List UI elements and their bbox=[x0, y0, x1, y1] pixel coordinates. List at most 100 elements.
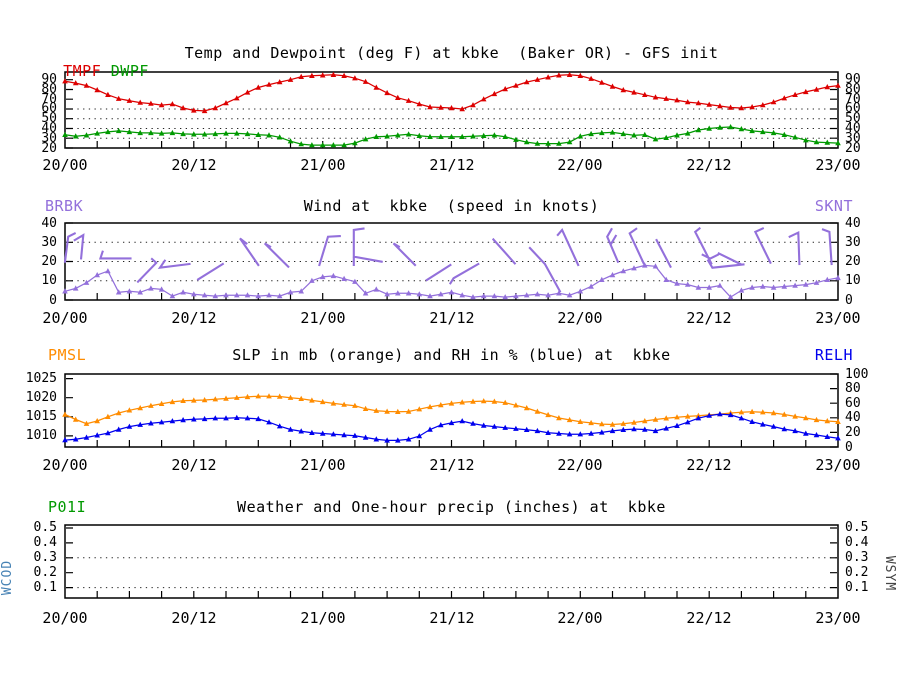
relh-line bbox=[64, 413, 839, 442]
panel1-y-left-label: 80 bbox=[41, 82, 57, 97]
panel1-y-right-label: 60 bbox=[845, 101, 861, 116]
panel3-x-label: 22/12 bbox=[686, 456, 732, 474]
panel1-title: Temp and Dewpoint (deg F) at kbke (Baker… bbox=[184, 44, 719, 62]
panel2-y-right-label: 10 bbox=[845, 273, 861, 288]
panel3-x-label: 20/00 bbox=[42, 456, 88, 474]
panel1-y-left-label: 50 bbox=[41, 111, 57, 126]
panel1-legend: TMPF DWPF bbox=[25, 44, 149, 98]
panel2-y-right-ticks bbox=[830, 222, 837, 301]
panel2-gridlines bbox=[66, 241, 837, 282]
legend-tmpf: TMPF bbox=[63, 62, 102, 80]
panel2-y-left-ticks bbox=[66, 222, 73, 301]
panel4-y-left-label: 0.1 bbox=[33, 580, 57, 595]
panel4-x-label: 20/00 bbox=[42, 609, 88, 627]
panel1-y-left-label: 70 bbox=[41, 92, 57, 107]
panel4-y-left-label: 0.3 bbox=[33, 550, 57, 565]
legend-relh: RELH bbox=[814, 346, 853, 364]
panel4-y-right-ticks bbox=[830, 527, 837, 589]
panel1-y-right-label: 40 bbox=[845, 121, 861, 136]
panel4-x-label: 21/12 bbox=[429, 609, 475, 627]
panel2-y-left-label: 40 bbox=[41, 216, 57, 231]
panel2-y-left-label: 0 bbox=[49, 293, 57, 308]
panel2-x-label: 22/00 bbox=[557, 309, 603, 327]
panel2-y-left-label: 30 bbox=[41, 235, 57, 250]
legend-dwpf: DWPF bbox=[110, 62, 149, 80]
panel4-y-right-label: 0.5 bbox=[845, 520, 869, 535]
legend-sknt: SKNT bbox=[814, 197, 853, 215]
panel1-y-right-label: 20 bbox=[845, 141, 861, 156]
dwpf-markers bbox=[62, 124, 841, 148]
panel4-border bbox=[64, 524, 839, 599]
panel4-y-right-label: 0.2 bbox=[845, 565, 869, 580]
panel2-x-label: 21/12 bbox=[429, 309, 475, 327]
panel3-y-left-label: 1025 bbox=[25, 371, 57, 386]
panel4-y-left-label: 0.5 bbox=[33, 520, 57, 535]
panel2-x-label: 23/00 bbox=[815, 309, 861, 327]
panel2-x-label: 22/12 bbox=[686, 309, 732, 327]
relh-markers bbox=[62, 411, 841, 443]
panel1-x-label: 21/00 bbox=[300, 156, 346, 174]
panel1-y-left-label: 60 bbox=[41, 101, 57, 116]
panel1-x-label: 20/00 bbox=[42, 156, 88, 174]
panel1-x-label: 23/00 bbox=[815, 156, 861, 174]
panel4-x-label: 22/00 bbox=[557, 609, 603, 627]
panel1-y-right-label: 90 bbox=[845, 72, 861, 87]
panel3-y-right-label: 20 bbox=[845, 425, 861, 440]
panel1-y-left-label: 40 bbox=[41, 121, 57, 136]
panel4-x-label: 21/00 bbox=[300, 609, 346, 627]
panel3-y-right-label: 0 bbox=[845, 440, 853, 455]
wsym-axis-label: WSYM bbox=[882, 555, 898, 592]
wind-barbs bbox=[63, 226, 833, 293]
panel2-title: Wind at kbke (speed in knots) bbox=[303, 197, 600, 215]
panel1-y-left-label: 90 bbox=[41, 72, 57, 87]
panel3-x-ticks bbox=[96, 440, 807, 447]
panel1-y-right-ticks bbox=[830, 79, 837, 149]
legend-spacer bbox=[101, 62, 111, 80]
panel4-x-ticks bbox=[96, 591, 807, 598]
panel4-y-right-label: 0.1 bbox=[845, 580, 869, 595]
panel4-y-right-label: 0.4 bbox=[845, 535, 869, 550]
panel1-x-label: 22/12 bbox=[686, 156, 732, 174]
panel3-x-label: 21/00 bbox=[300, 456, 346, 474]
panel2-x-label: 20/00 bbox=[42, 309, 88, 327]
panel4-y-left-ticks bbox=[66, 527, 73, 589]
panel3-y-left-label: 1020 bbox=[25, 390, 57, 405]
panel1-y-right-label: 70 bbox=[845, 92, 861, 107]
panel2-x-label: 20/12 bbox=[171, 309, 217, 327]
panel4-y-left-label: 0.4 bbox=[33, 535, 57, 550]
panel4-y-left-label: 0.2 bbox=[33, 565, 57, 580]
panel3-x-label: 23/00 bbox=[815, 456, 861, 474]
panel4-gridlines bbox=[66, 557, 837, 589]
sknt-markers bbox=[62, 262, 841, 300]
panel3-y-left-label: 1010 bbox=[25, 428, 57, 443]
panel3-x-label: 21/12 bbox=[429, 456, 475, 474]
panel2-y-right-label: 30 bbox=[845, 235, 861, 250]
panel1-x-label: 22/00 bbox=[557, 156, 603, 174]
panel1-y-left-label: 30 bbox=[41, 131, 57, 146]
panel3-y-right-label: 40 bbox=[845, 410, 861, 425]
panel1-x-ticks bbox=[96, 141, 807, 148]
panel1-y-right-label: 80 bbox=[845, 82, 861, 97]
panel3-border bbox=[64, 373, 839, 448]
panel2-y-left-label: 10 bbox=[41, 273, 57, 288]
panel1-x-label: 20/12 bbox=[171, 156, 217, 174]
legend-pmsl: PMSL bbox=[48, 346, 87, 364]
panel1-y-right-label: 30 bbox=[845, 131, 861, 146]
panel3-x-label: 22/00 bbox=[557, 456, 603, 474]
panel2-y-right-label: 0 bbox=[845, 293, 853, 308]
panel2-x-label: 21/00 bbox=[300, 309, 346, 327]
panel1-y-left-label: 20 bbox=[41, 141, 57, 156]
panel1-x-label: 21/12 bbox=[429, 156, 475, 174]
panel3-x-label: 20/12 bbox=[171, 456, 217, 474]
panel1-y-right-label: 50 bbox=[845, 111, 861, 126]
panel4-y-right-label: 0.3 bbox=[845, 550, 869, 565]
panel3-y-right-label: 100 bbox=[845, 367, 869, 382]
panel3-y-left-ticks bbox=[66, 378, 73, 437]
panel2-y-right-label: 20 bbox=[845, 254, 861, 269]
panel4-x-label: 20/12 bbox=[171, 609, 217, 627]
legend-brbk: BRBK bbox=[45, 197, 84, 215]
panel4-title: Weather and One-hour precip (inches) at … bbox=[237, 498, 666, 516]
panel2-y-right-label: 40 bbox=[845, 216, 861, 231]
